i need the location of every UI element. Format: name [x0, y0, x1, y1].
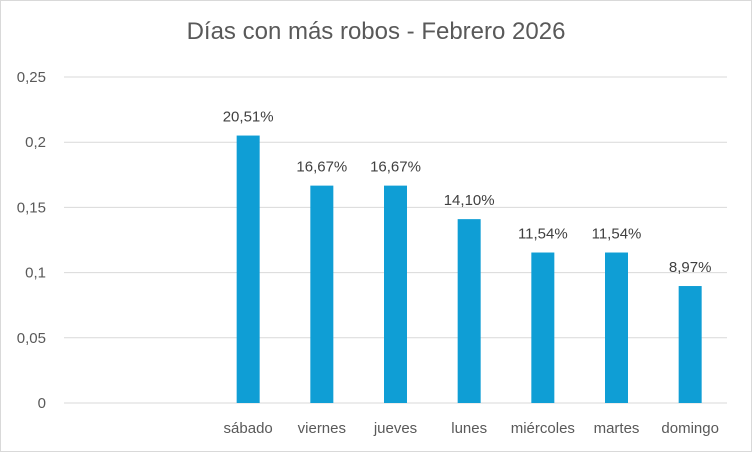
chart-title: Días con más robos - Febrero 2026	[186, 18, 566, 45]
bar-martes	[605, 252, 628, 403]
x-category-label: domingo	[661, 420, 719, 437]
y-tick-label: 0,05	[17, 330, 46, 347]
y-tick-label: 0,2	[25, 134, 46, 151]
data-label: 8,97%	[669, 259, 712, 276]
y-tick-label: 0	[38, 395, 46, 412]
x-category-label: jueves	[373, 420, 417, 437]
data-label: 11,54%	[518, 226, 568, 243]
data-label: 11,54%	[592, 226, 642, 243]
y-tick-label: 0,15	[17, 199, 46, 216]
y-tick-label: 0,1	[25, 265, 46, 282]
data-label: 16,67%	[370, 159, 421, 176]
x-category-label: sábado	[224, 420, 273, 437]
x-category-label: martes	[594, 420, 640, 437]
data-label: 14,10%	[444, 192, 495, 209]
bar-lunes	[457, 219, 481, 403]
bar-sábado	[236, 135, 260, 403]
bar-domingo	[678, 286, 702, 403]
x-category-label: viernes	[298, 420, 346, 437]
bar-viernes	[310, 185, 334, 403]
data-label: 16,67%	[296, 159, 347, 176]
x-category-label: lunes	[451, 420, 487, 437]
bar-jueves	[384, 185, 407, 403]
x-category-label: miércoles	[511, 420, 575, 437]
bar-miércoles	[531, 252, 555, 403]
data-label: 20,51%	[223, 109, 274, 126]
y-tick-label: 0,25	[17, 69, 46, 86]
